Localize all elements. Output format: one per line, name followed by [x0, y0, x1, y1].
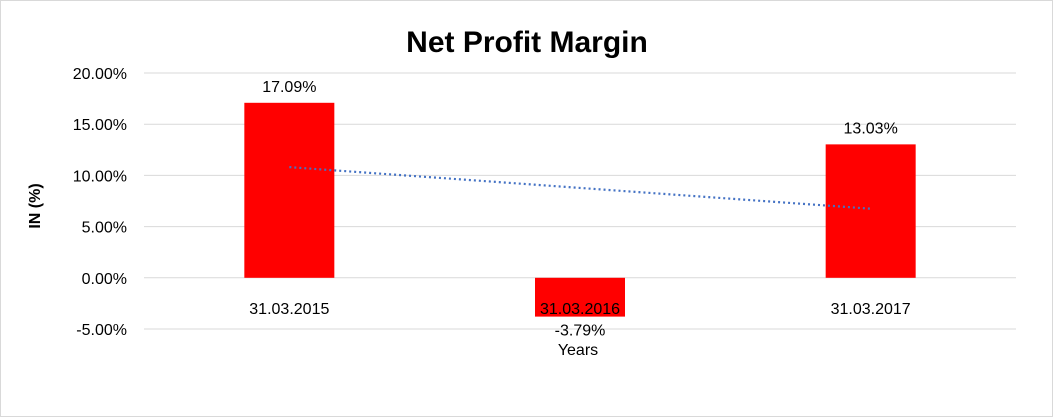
y-axis-ticks: 20.00% 15.00% 10.00% 5.00% 0.00% -5.00%	[73, 66, 127, 339]
data-label: 17.09%	[262, 79, 316, 96]
y-tick-label: 15.00%	[73, 117, 127, 134]
y-tick-label: -5.00%	[76, 322, 127, 339]
y-tick-label: 5.00%	[82, 220, 127, 237]
trendline	[289, 166, 871, 210]
bar-31.03.2015	[244, 102, 335, 278]
x-category-label: 31.03.2016	[540, 301, 620, 318]
trendline-layer	[289, 166, 871, 210]
y-tick-label: 0.00%	[82, 271, 127, 288]
chart-title: Net Profit Margin	[406, 26, 648, 59]
x-category-label: 31.03.2015	[249, 301, 329, 318]
bar-31.03.2016	[535, 277, 625, 317]
y-axis-label: IN (%)	[27, 183, 44, 228]
x-axis-categories: 31.03.2015 31.03.2016 31.03.2017	[249, 301, 911, 318]
x-axis-label: Years	[558, 342, 598, 359]
bar-31.03.2017	[825, 144, 916, 278]
y-tick-label: 20.00%	[73, 66, 127, 83]
data-labels: 17.09% -3.79% 13.03%	[262, 79, 898, 340]
data-label: 13.03%	[844, 120, 898, 137]
bars	[244, 102, 916, 317]
data-label: -3.79%	[555, 323, 606, 340]
x-category-label: 31.03.2017	[831, 301, 911, 318]
y-tick-label: 10.00%	[73, 168, 127, 185]
